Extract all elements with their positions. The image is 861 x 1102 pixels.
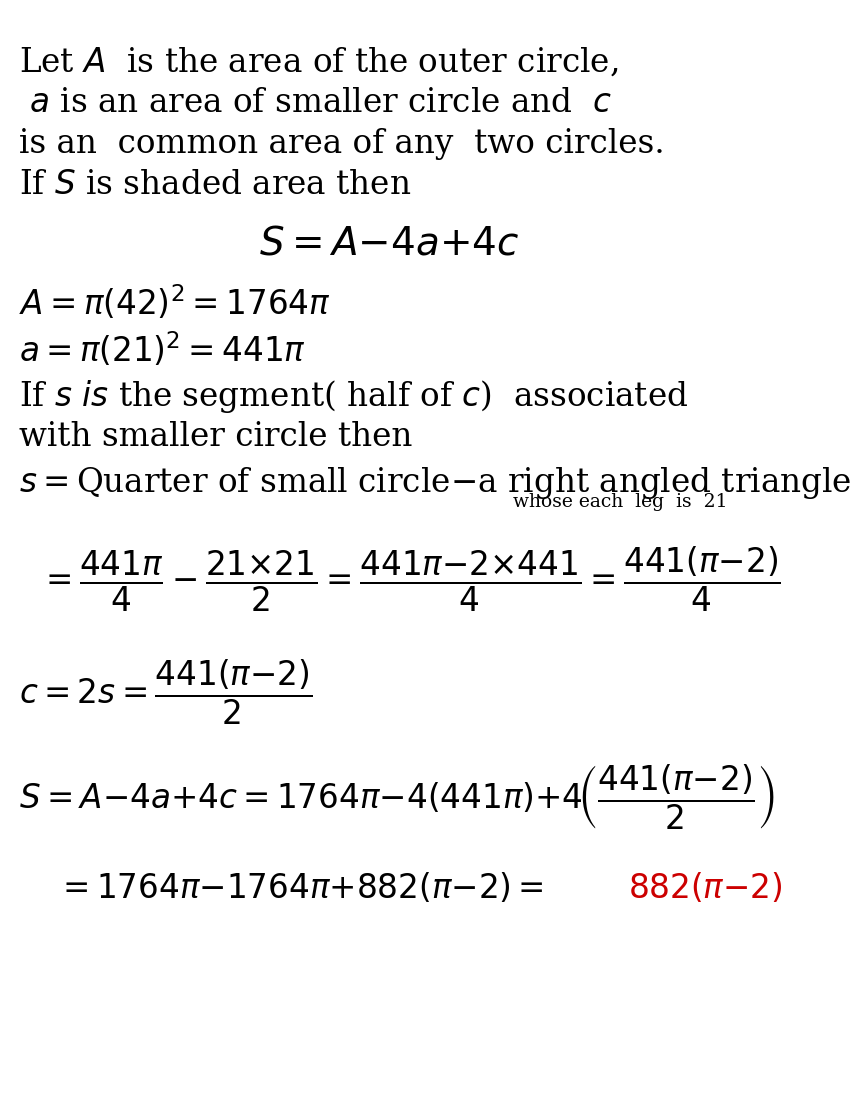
Text: with smaller circle then: with smaller circle then [19,421,412,453]
Text: $a$ is an area of smaller circle and  $c$: $a$ is an area of smaller circle and $c$ [19,87,611,119]
Text: Let $A$  is the area of the outer circle,: Let $A$ is the area of the outer circle, [19,46,618,79]
Text: If $S$ is shaded area then: If $S$ is shaded area then [19,169,411,201]
Text: is an  common area of any  two circles.: is an common area of any two circles. [19,128,664,160]
Text: whose each  leg  is  21: whose each leg is 21 [512,493,727,510]
Text: $882(\pi{-}2)$: $882(\pi{-}2)$ [627,871,781,905]
Text: $=\dfrac{441\pi}{4}-\dfrac{21{\times}21}{2}=\dfrac{441\pi{-}2{\times}441}{4}=\df: $=\dfrac{441\pi}{4}-\dfrac{21{\times}21}… [39,544,780,614]
Text: If $s$ $\mathit{is}$ the segment( half of $c$)  associated: If $s$ $\mathit{is}$ the segment( half o… [19,378,687,415]
Text: $a{=}\pi(21)^2{=}441\pi$: $a{=}\pi(21)^2{=}441\pi$ [19,331,306,369]
Text: $S{=}A{-}4a{+}4c$: $S{=}A{-}4a{+}4c$ [258,226,518,263]
Text: $S{=}A{-}4a{+}4c{=}1764\pi{-}4(441\pi){+}4\!\left(\dfrac{441(\pi{-}2)}{2}\right): $S{=}A{-}4a{+}4c{=}1764\pi{-}4(441\pi){+… [19,763,774,832]
Text: $A{=}\pi(42)^2{=}1764\pi$: $A{=}\pi(42)^2{=}1764\pi$ [19,283,331,322]
Text: $c{=}2s{=}\dfrac{441(\pi{-}2)}{2}$: $c{=}2s{=}\dfrac{441(\pi{-}2)}{2}$ [19,658,312,727]
Text: $s{=}$Quarter of small circle$-$a right angled triangle: $s{=}$Quarter of small circle$-$a right … [19,465,851,501]
Text: $={1764\pi{-}1764\pi{+}882(\pi{-}2){=}}$: $={1764\pi{-}1764\pi{+}882(\pi{-}2){=}}$ [56,871,543,905]
